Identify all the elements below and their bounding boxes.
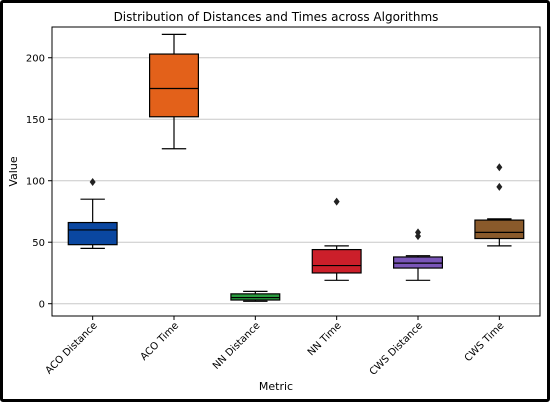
outlier-point xyxy=(496,182,503,191)
x-tick-label: ACO Time xyxy=(139,320,182,363)
gridlines xyxy=(52,57,540,305)
outlier-point xyxy=(89,177,96,186)
axes: 0 50 100 150 200 ACO Distance ACO Time NN Dista… xyxy=(26,26,541,378)
box-iqr xyxy=(474,219,525,240)
box-aco-time xyxy=(149,33,200,150)
x-tick-label: CWS Time xyxy=(463,320,507,364)
x-tick-label: ACO Distance xyxy=(44,320,100,376)
outlier-point xyxy=(333,197,340,206)
box-iqr xyxy=(311,248,362,274)
box-iqr xyxy=(393,256,444,269)
y-tick-label: 150 xyxy=(26,115,45,126)
box-cws-distance xyxy=(393,228,444,281)
y-tick-label: 50 xyxy=(32,238,45,249)
plot-frame xyxy=(51,26,541,317)
chart-title: Distribution of Distances and Times acro… xyxy=(114,10,439,24)
x-tick-label: NN Distance xyxy=(211,320,263,372)
box-iqr xyxy=(149,53,200,118)
box-aco-distance xyxy=(67,177,118,249)
box-marks xyxy=(67,33,525,302)
box-iqr xyxy=(230,293,281,301)
x-tick-label: NN Time xyxy=(306,320,344,358)
x-axis-label: Metric xyxy=(259,380,293,393)
outlier-point xyxy=(415,228,421,237)
box-cws-time xyxy=(474,163,525,247)
box-nn-time xyxy=(311,197,362,281)
y-tick-label: 100 xyxy=(26,177,45,188)
box-nn-distance xyxy=(230,290,281,302)
box-iqr xyxy=(67,221,118,246)
y-axis-label: Value xyxy=(7,156,20,186)
y-tick-label: 200 xyxy=(26,54,45,65)
outlier-point xyxy=(496,163,503,172)
y-tick-label: 0 xyxy=(39,300,45,311)
x-tick-label: CWS Distance xyxy=(368,320,425,377)
box-plot-chart: Distribution of Distances and Times acro… xyxy=(7,10,541,393)
